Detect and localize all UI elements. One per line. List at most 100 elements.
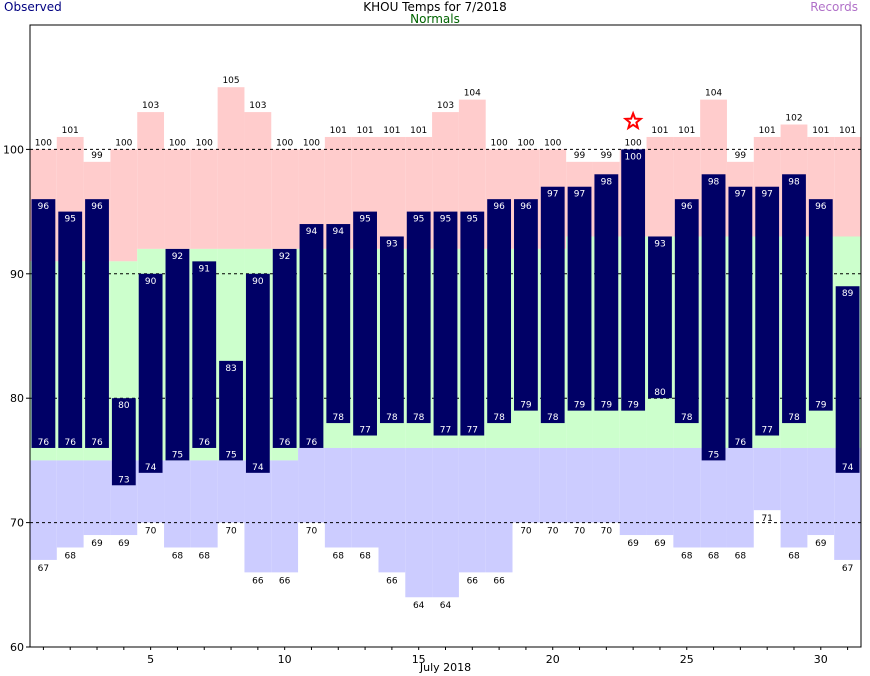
record-high-label: 102: [785, 114, 802, 124]
record-high-label: 101: [330, 126, 347, 136]
observed-high-label: 95: [413, 215, 424, 225]
observed-low-label: 80: [654, 388, 666, 398]
record-low-label: 67: [842, 564, 853, 574]
record-high-label: 100: [35, 138, 52, 148]
observed-bar: [58, 211, 83, 448]
observed-low-label: 76: [91, 438, 103, 448]
observed-high-label: 96: [91, 202, 103, 212]
observed-bar: [755, 186, 780, 436]
record-low-band: [726, 447, 754, 548]
record-low-label: 70: [306, 527, 318, 537]
record-low-band: [298, 447, 325, 523]
record-star-icon: [622, 110, 644, 131]
record-high-label: 100: [491, 138, 508, 148]
record-high-label: 100: [517, 138, 534, 148]
record-high-band: [110, 149, 138, 262]
observed-bar: [808, 199, 833, 411]
record-low-band: [700, 447, 727, 548]
record-high-band: [217, 87, 245, 249]
record-high-label: 105: [222, 76, 239, 86]
observed-bar: [540, 186, 565, 424]
observed-bar: [514, 199, 538, 411]
record-low-label: 66: [467, 576, 479, 586]
observed-low-label: 75: [708, 450, 719, 460]
record-high-label: 101: [678, 126, 695, 136]
record-high-band: [271, 149, 299, 249]
chart-title: KHOU Temps for 7/2018: [363, 0, 507, 14]
observed-bar: [138, 273, 163, 473]
record-low-band: [458, 447, 486, 573]
record-high-label: 101: [759, 126, 776, 136]
record-low-label: 68: [199, 551, 211, 561]
y-tick-label: 80: [10, 392, 24, 405]
observed-low-label: 76: [38, 438, 50, 448]
observed-bar: [192, 261, 217, 448]
observed-low-label: 79: [574, 401, 586, 411]
legend-records: Records: [810, 0, 858, 14]
observed-low-label: 79: [627, 401, 639, 411]
record-low-label: 64: [413, 601, 425, 611]
observed-high-label: 96: [681, 202, 693, 212]
record-high-label: 101: [812, 126, 829, 136]
record-high-label: 100: [544, 138, 561, 148]
record-high-label: 100: [115, 138, 132, 148]
record-high-band: [646, 136, 674, 237]
observed-high-label: 97: [761, 190, 772, 200]
observed-high-label: 94: [306, 227, 318, 237]
observed-low-label: 78: [681, 413, 693, 423]
observed-high-label: 92: [172, 252, 183, 262]
x-axis-label: July 2018: [419, 661, 471, 674]
record-low-band: [217, 460, 245, 523]
x-tick-label: 15: [412, 653, 426, 666]
record-low-label: 69: [627, 539, 639, 549]
record-low-band: [30, 460, 57, 560]
record-low-band: [56, 460, 84, 548]
observed-bar: [433, 211, 458, 436]
observed-bar: [728, 186, 753, 448]
record-low-label: 64: [440, 601, 452, 611]
record-low-label: 68: [172, 551, 184, 561]
record-low-label: 70: [574, 527, 586, 537]
observed-high-label: 96: [520, 202, 532, 212]
observed-high-label: 95: [467, 215, 478, 225]
observed-low-label: 79: [815, 401, 827, 411]
record-high-label: 100: [169, 138, 186, 148]
observed-bar: [674, 199, 699, 424]
record-low-label: 70: [520, 527, 532, 537]
record-low-band: [351, 447, 379, 548]
x-tick-label: 30: [814, 653, 828, 666]
observed-bar: [782, 174, 806, 424]
observed-bar: [85, 199, 109, 448]
x-tick-label: 10: [278, 653, 292, 666]
record-low-band: [83, 460, 111, 536]
observed-bar: [31, 199, 56, 448]
observed-high-label: 93: [654, 239, 665, 249]
observed-low-label: 75: [225, 450, 236, 460]
record-high-label: 103: [249, 101, 266, 111]
record-high-band: [378, 136, 406, 249]
y-tick-label: 90: [10, 268, 24, 281]
observed-high-label: 89: [842, 289, 854, 299]
observed-bar: [487, 199, 512, 424]
observed-high-label: 96: [493, 202, 505, 212]
observed-bar: [701, 174, 726, 461]
record-high-label: 100: [625, 138, 642, 148]
observed-low-label: 77: [359, 426, 370, 436]
record-low-label: 69: [91, 539, 103, 549]
record-low-label: 70: [145, 527, 157, 537]
observed-bar: [245, 273, 270, 473]
record-high-label: 100: [276, 138, 293, 148]
x-tick-label: 20: [546, 653, 560, 666]
record-low-label: 66: [279, 576, 291, 586]
observed-bar: [460, 211, 485, 436]
observed-low-label: 79: [520, 401, 532, 411]
observed-low-label: 78: [547, 413, 559, 423]
y-tick-label: 60: [10, 641, 24, 654]
legend-normals: Normals: [410, 12, 460, 26]
record-low-band: [244, 460, 272, 573]
record-low-band: [646, 447, 674, 536]
observed-high-label: 97: [574, 190, 585, 200]
observed-bar: [567, 186, 592, 411]
observed-high-label: 91: [199, 264, 210, 274]
record-high-label: 104: [464, 89, 481, 99]
